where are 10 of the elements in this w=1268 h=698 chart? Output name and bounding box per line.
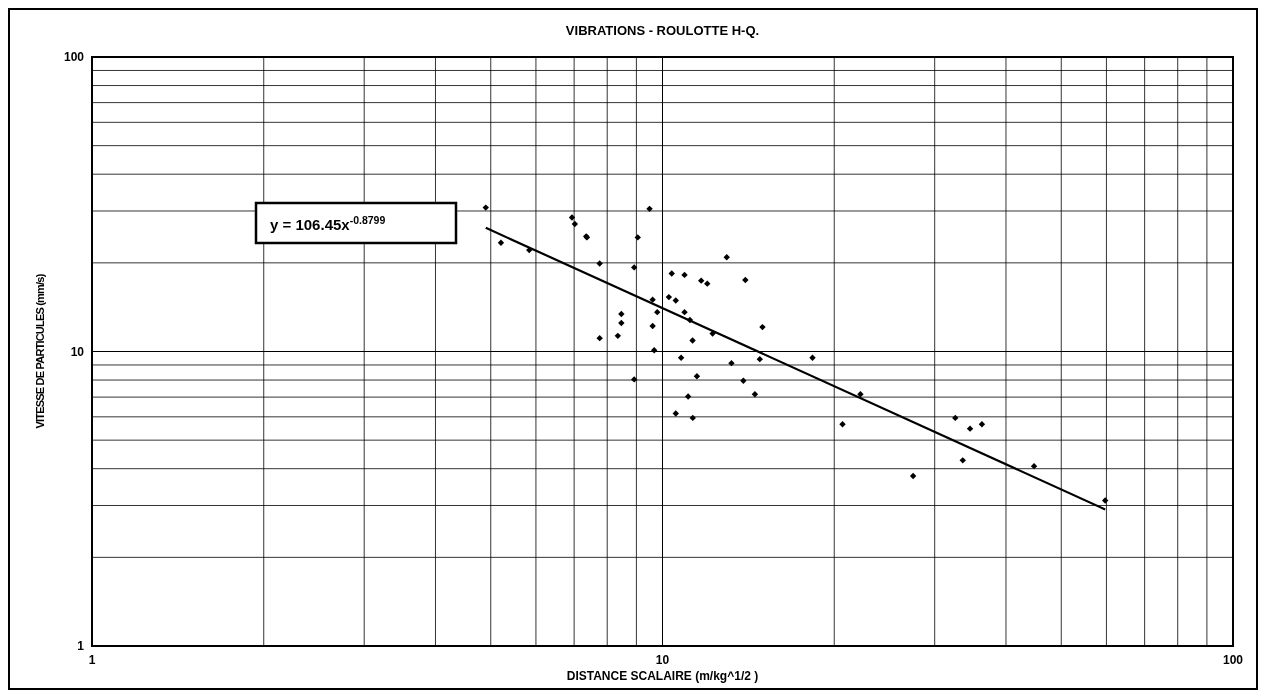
chart-title: VIBRATIONS - ROULOTTE H-Q. [565,23,760,38]
x-tick-label: 100 [1222,653,1244,667]
x-axis-title: DISTANCE SCALAIRE (m/kg^1/2 ) [566,669,759,683]
y-tick-label: 10 [70,344,85,359]
y-tick-label: 1 [77,639,85,653]
x-tick-label: 1 [88,653,96,667]
annotation: y = 106.45x$^{-0.8799}$ [270,214,386,233]
x-tick-label: 10 [655,653,670,667]
y-axis-title: VITESSE DE PARTICULES (mm/s) [34,273,46,429]
y-tick-label: 100 [63,50,85,64]
